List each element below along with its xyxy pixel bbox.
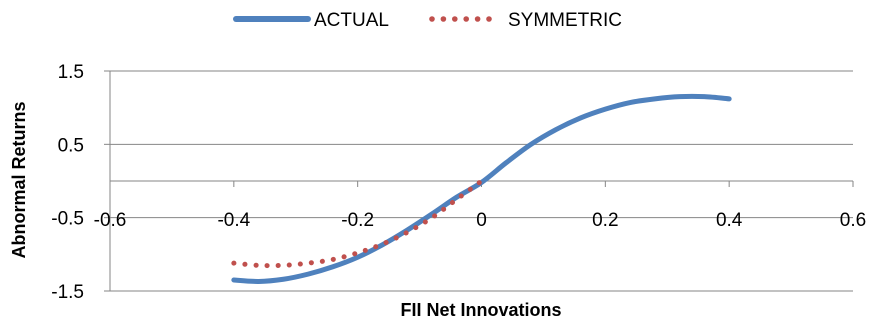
x-tick-label-4: 0.2 xyxy=(592,210,618,231)
x-axis-title: FII Net Innovations xyxy=(400,300,561,320)
x-tick-label-6: 0.6 xyxy=(840,210,866,231)
x-tick-label-2: -0.2 xyxy=(341,210,374,231)
y-tick-label-0: -1.5 xyxy=(51,282,84,303)
legend-dot-3 xyxy=(463,16,470,22)
legend-dot-2 xyxy=(452,16,458,22)
legend-dot-0 xyxy=(429,16,435,22)
series-line-symmetric xyxy=(231,178,484,269)
y-tick-label-3: 1.5 xyxy=(58,62,84,83)
legend-label-actual: ACTUAL xyxy=(314,10,389,31)
x-tick-labels: -0.6 -0.4 -0.2 0 0.2 0.4 0.6 xyxy=(94,210,867,231)
y-tick-labels: -1.5 -0.5 0.5 1.5 xyxy=(51,62,84,303)
x-tick-label-1: -0.4 xyxy=(217,210,250,231)
x-tick-label-5: 0.4 xyxy=(716,210,743,231)
legend-dot-4 xyxy=(474,16,481,22)
legend-dot-1 xyxy=(440,16,447,22)
y-tick-label-1: -0.5 xyxy=(51,209,84,230)
y-tick-label-2: 0.5 xyxy=(58,135,84,156)
x-tick-label-0: -0.6 xyxy=(94,210,127,231)
series-layer xyxy=(231,93,732,284)
y-axis-title: Abnormal Returns xyxy=(9,101,29,258)
legend-label-symmetric: SYMMETRIC xyxy=(508,10,622,31)
series-line-actual xyxy=(231,93,732,284)
x-tick-label-3: 0 xyxy=(476,210,487,231)
gridlines xyxy=(110,70,853,292)
legend-swatch-symmetric xyxy=(429,16,492,22)
legend: ACTUAL SYMMETRIC xyxy=(233,10,622,31)
legend-dot-5 xyxy=(486,16,492,22)
